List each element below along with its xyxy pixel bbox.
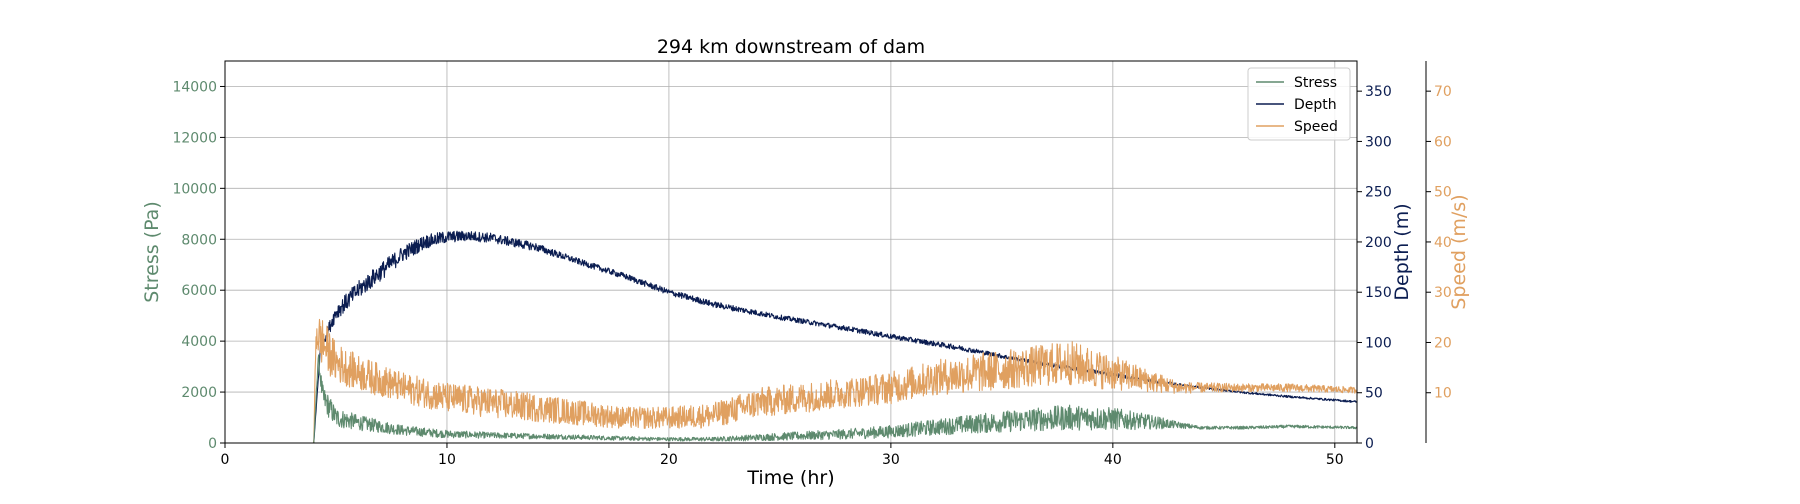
x-tick-label: 10 (438, 452, 456, 468)
y-axis-title-stress: Stress (Pa) (141, 201, 163, 303)
x-tick-label: 50 (1326, 452, 1344, 468)
y-tick-label-stress: 8000 (181, 232, 217, 248)
series-line-speed (224, 318, 1358, 444)
x-tick-label: 20 (660, 452, 678, 468)
y-tick-label-depth: 0 (1365, 436, 1374, 452)
plot-frame (224, 60, 1358, 444)
chart-title: 294 km downstream of dam (657, 36, 925, 58)
y-tick-label-stress: 4000 (181, 334, 217, 350)
y-tick-label-speed: 70 (1434, 84, 1452, 100)
x-tick-label: 0 (221, 452, 230, 468)
axes-layer: 0 10 20 30 40 5002000400060008000100001200014… (141, 61, 1470, 468)
y-tick-label-stress: 0 (208, 436, 217, 452)
y-tick-label-speed: 10 (1434, 386, 1452, 402)
series-line-depth (224, 230, 1358, 444)
y-tick-label-stress: 10000 (172, 181, 217, 197)
y-tick-label-depth: 200 (1365, 235, 1392, 251)
y-axis-title-depth: Depth (m) (1391, 203, 1413, 300)
y-tick-label-speed: 40 (1434, 235, 1452, 251)
y-tick-label-depth: 350 (1365, 84, 1392, 100)
x-tick-label: 40 (1104, 452, 1122, 468)
y-tick-label-stress: 14000 (172, 79, 217, 95)
series-layer (224, 230, 1358, 444)
y-tick-label-stress: 12000 (172, 130, 217, 146)
y-tick-label-depth: 50 (1365, 386, 1383, 402)
legend-label-stress: Stress (1294, 75, 1337, 91)
y-tick-label-speed: 50 (1434, 185, 1452, 201)
y-tick-label-depth: 150 (1365, 285, 1392, 301)
x-axis-title: Time (hr) (746, 467, 834, 489)
y-tick-label-depth: 300 (1365, 134, 1392, 150)
y-tick-label-stress: 6000 (181, 283, 217, 299)
y-tick-label-speed: 30 (1434, 285, 1452, 301)
y-axis-title-speed: Speed (m/s) (1448, 194, 1470, 309)
legend-box (1247, 67, 1351, 141)
y-tick-label-speed: 20 (1434, 335, 1452, 351)
legend: Stress Depth Speed (1247, 67, 1351, 141)
x-tick-label: 30 (882, 452, 900, 468)
y-tick-label-depth: 250 (1365, 185, 1392, 201)
y-tick-label-speed: 60 (1434, 134, 1452, 150)
legend-label-depth: Depth (1294, 97, 1337, 113)
y-tick-label-stress: 2000 (181, 385, 217, 401)
series-line-stress (224, 354, 1358, 444)
y-tick-label-depth: 100 (1365, 335, 1392, 351)
legend-label-speed: Speed (1294, 119, 1338, 135)
